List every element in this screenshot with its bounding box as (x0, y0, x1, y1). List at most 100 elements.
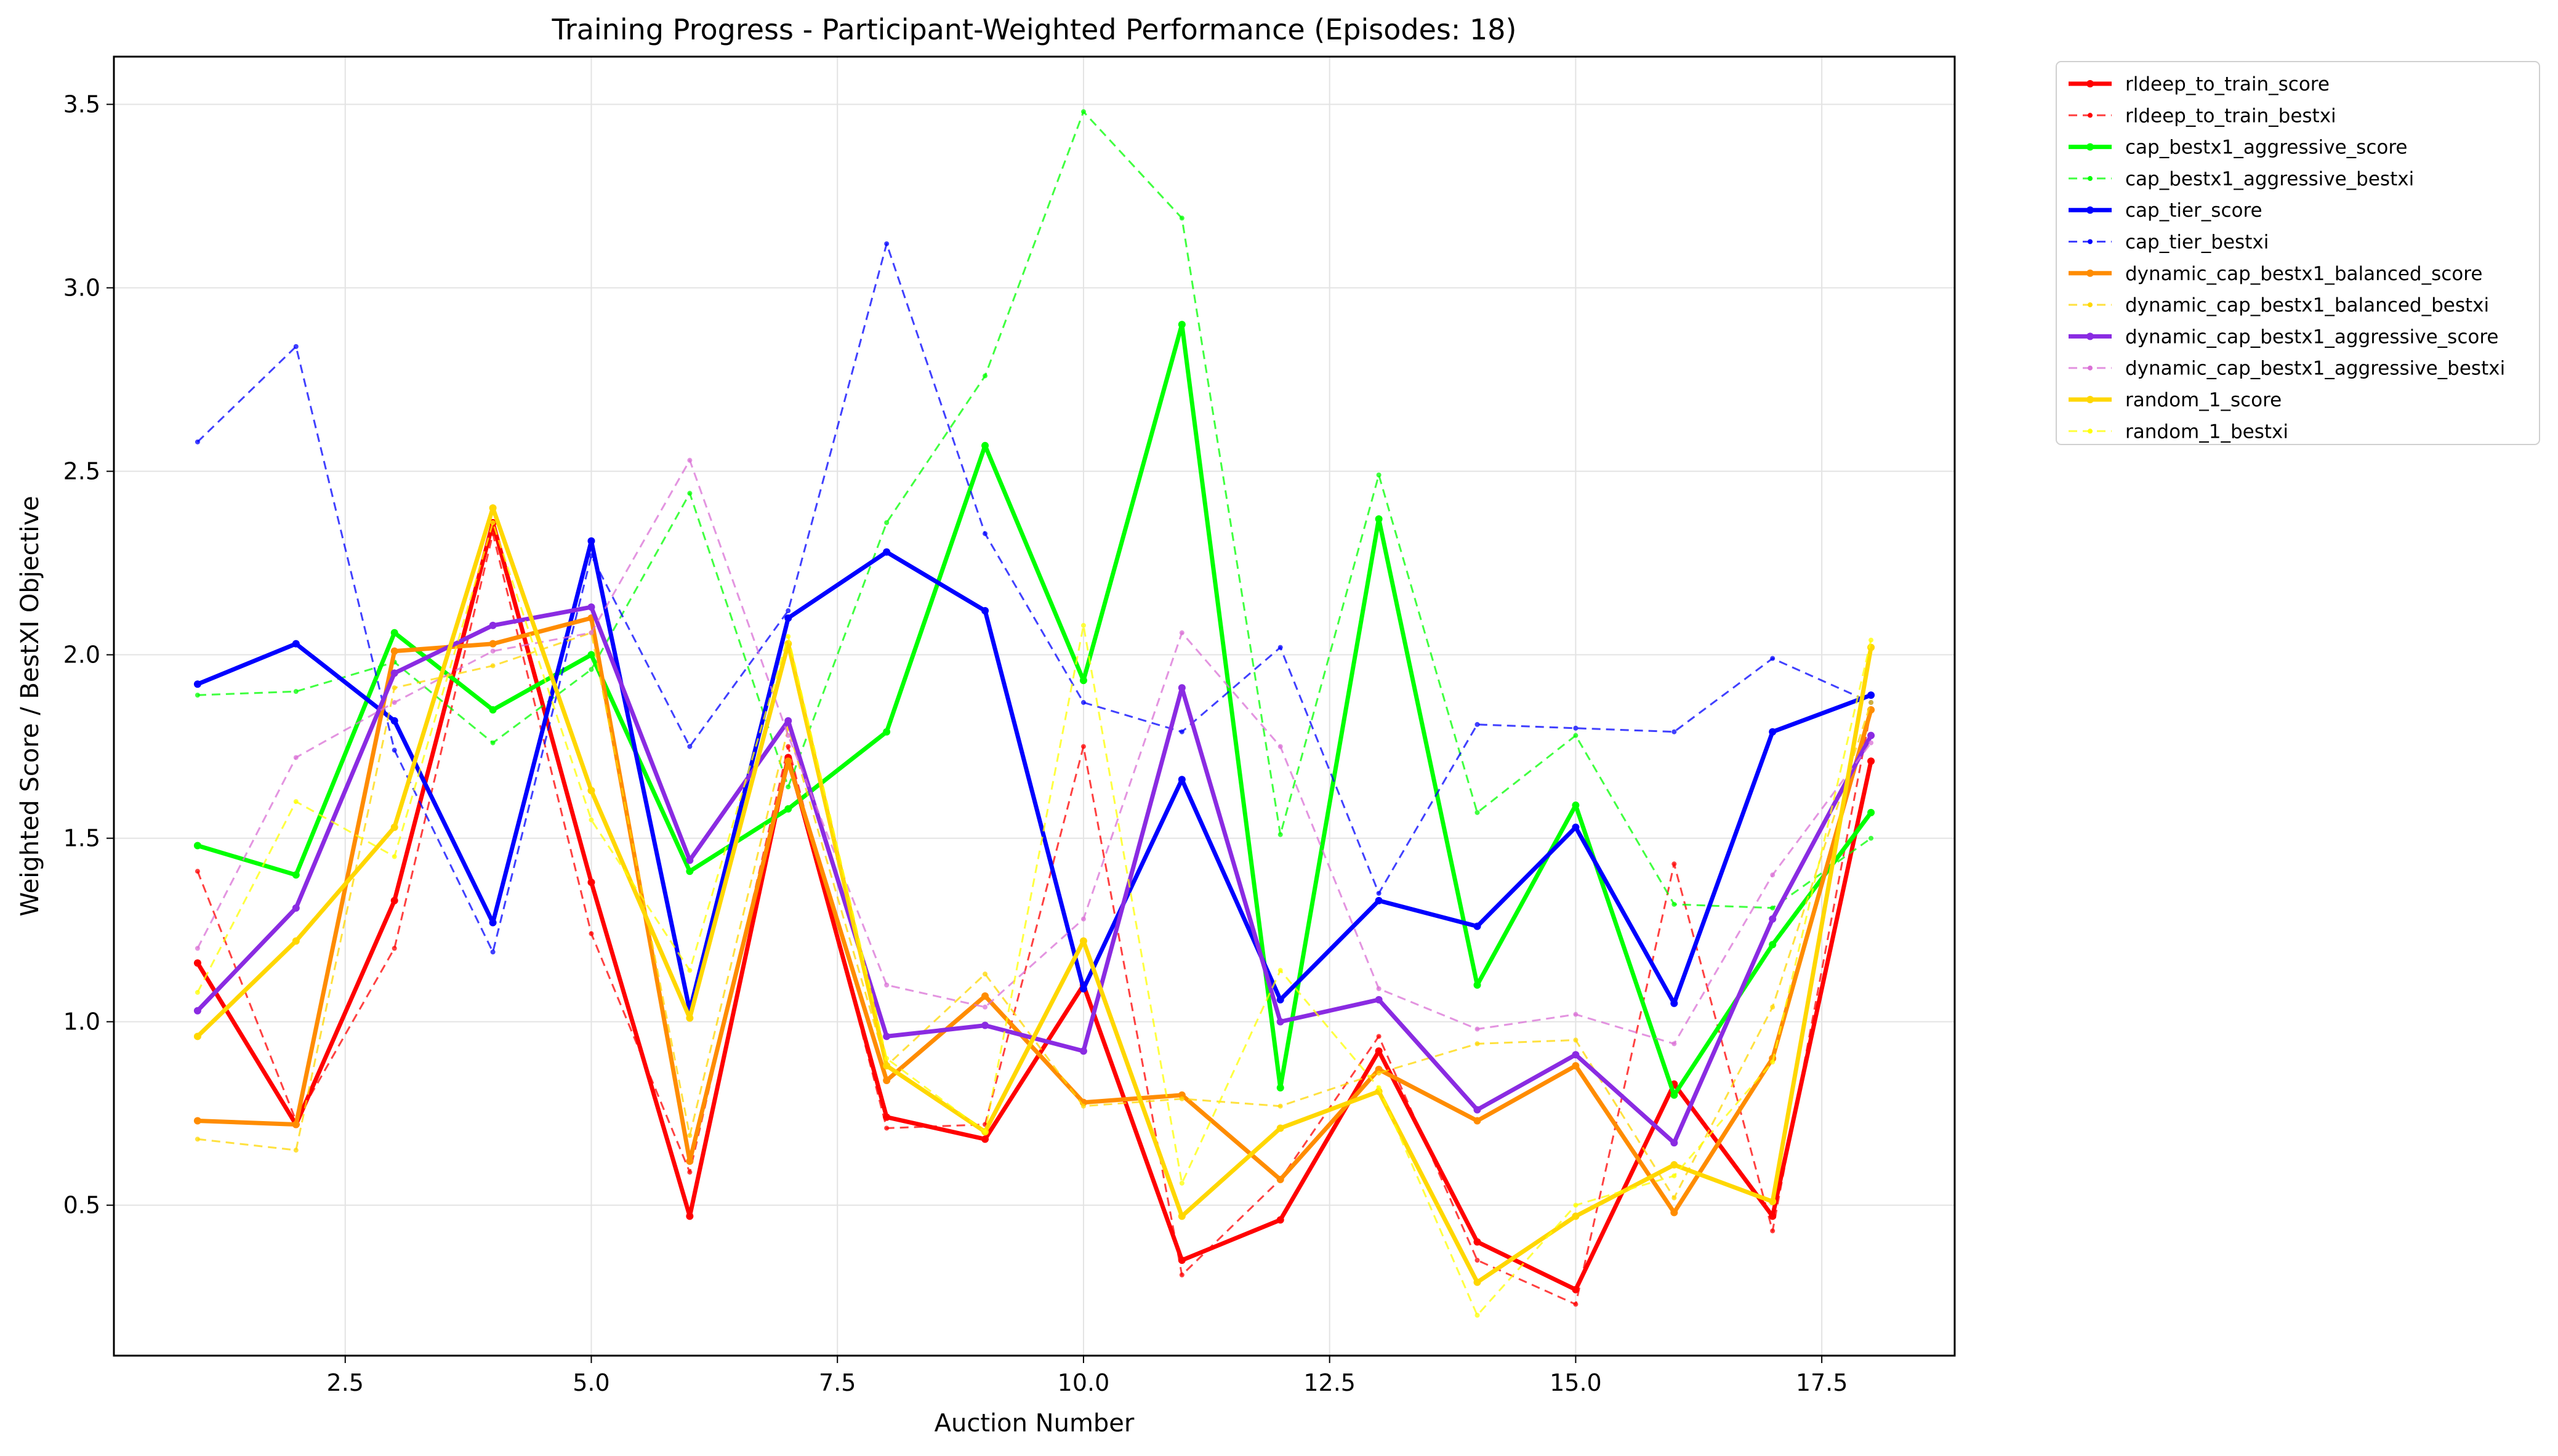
series-dynamic_cap_bestx1_aggressive_bestxi (195, 457, 1874, 1047)
data-point (1867, 757, 1875, 765)
data-point (1376, 1071, 1382, 1076)
x-tick-label: 15.0 (1550, 1369, 1602, 1396)
legend-item: dynamic_cap_bestx1_balanced_score (2069, 263, 2482, 285)
series-line (196, 533, 1872, 1306)
data-point (1179, 729, 1184, 734)
data-point (1376, 890, 1382, 896)
data-point (687, 457, 693, 463)
data-point (784, 757, 792, 765)
data-point (983, 531, 988, 536)
data-point (390, 823, 398, 831)
data-point (292, 1120, 300, 1128)
data-point (587, 787, 595, 795)
legend-item: rldeep_to_train_score (2069, 73, 2330, 95)
data-point (1867, 731, 1875, 739)
legend-item: rldeep_to_train_bestxi (2069, 105, 2336, 127)
data-point (1670, 1091, 1678, 1099)
data-point (1573, 1037, 1579, 1043)
data-point (1079, 677, 1087, 685)
data-point (293, 344, 299, 349)
data-point (1770, 872, 1776, 878)
legend-marker (2088, 365, 2093, 371)
x-tick-label: 2.5 (327, 1369, 364, 1396)
data-point (1080, 109, 1086, 115)
data-point (1178, 684, 1186, 692)
data-point (981, 607, 989, 615)
data-point (1671, 1195, 1677, 1201)
series-cap_tier_bestxi (195, 241, 1874, 955)
data-point (195, 439, 200, 444)
data-point (489, 706, 497, 714)
series-line (196, 539, 1872, 1013)
data-point (1376, 1034, 1382, 1039)
data-point (390, 669, 398, 677)
data-point (687, 491, 693, 496)
data-point (1178, 1257, 1186, 1265)
data-point (1572, 1051, 1580, 1059)
data-point (1080, 744, 1086, 749)
legend-label: dynamic_cap_bestx1_aggressive_score (2125, 326, 2498, 348)
data-point (390, 717, 398, 725)
data-point (686, 1014, 694, 1022)
legend-label: dynamic_cap_bestx1_aggressive_bestxi (2125, 358, 2505, 380)
data-point (1178, 776, 1186, 784)
data-point (293, 755, 299, 760)
data-point (686, 856, 694, 864)
data-point (1770, 905, 1776, 911)
legend-label: random_1_bestxi (2125, 420, 2288, 443)
legend: rldeep_to_train_score rldeep_to_train_bes… (2056, 61, 2540, 445)
data-point (1867, 808, 1875, 816)
data-point (392, 946, 397, 951)
data-point (1276, 1124, 1284, 1132)
data-point (1671, 1173, 1677, 1178)
data-point (1375, 1066, 1383, 1074)
plot-frame (113, 55, 1956, 1357)
data-point (489, 640, 497, 648)
legend-item: dynamic_cap_bestx1_balanced_bestxi (2069, 294, 2489, 316)
data-point (1671, 729, 1677, 734)
data-point (884, 1125, 890, 1131)
data-point (1473, 1117, 1481, 1125)
legend-marker (2086, 396, 2094, 403)
data-point (490, 520, 496, 525)
data-point (1178, 321, 1186, 329)
data-point (1375, 515, 1383, 523)
data-point (1671, 901, 1677, 907)
series-random_1_bestxi (195, 520, 1874, 1318)
series-dynamic_cap_bestx1_balanced_score (193, 614, 1875, 1217)
data-point (883, 728, 891, 736)
data-point (193, 680, 201, 688)
legend-label: dynamic_cap_bestx1_balanced_bestxi (2125, 294, 2489, 316)
y-tick-label: 1.5 (63, 825, 100, 852)
data-point (1276, 995, 1284, 1004)
data-point (1572, 823, 1580, 831)
data-point (587, 651, 595, 659)
data-point (983, 1004, 988, 1010)
data-point (687, 1169, 693, 1175)
data-point (293, 689, 299, 694)
y-tick-label: 0.5 (63, 1192, 100, 1219)
data-point (292, 904, 300, 912)
data-point (1080, 916, 1086, 922)
x-axis-label: Auction Number (935, 1409, 1135, 1438)
data-point (1277, 1103, 1283, 1109)
data-point (1868, 637, 1874, 643)
data-point (1671, 1041, 1677, 1047)
series-line (196, 521, 1872, 1316)
plot-series (193, 109, 1875, 1318)
data-point (1670, 1209, 1678, 1217)
data-point (1179, 1272, 1184, 1277)
data-point (195, 989, 200, 995)
data-point (589, 931, 594, 936)
data-point (490, 663, 496, 669)
data-point (293, 798, 299, 804)
x-tick-label: 7.5 (819, 1369, 856, 1396)
data-point (587, 537, 595, 545)
x-tick-label: 10.0 (1058, 1369, 1110, 1396)
legend-marker (2086, 269, 2094, 277)
data-point (1179, 630, 1184, 635)
legend-item: cap_bestx1_aggressive_bestxi (2069, 168, 2414, 190)
chart-title: Training Progress - Participant-Weighted… (552, 13, 1517, 46)
y-tick-label: 3.0 (63, 275, 100, 302)
data-point (390, 896, 398, 904)
